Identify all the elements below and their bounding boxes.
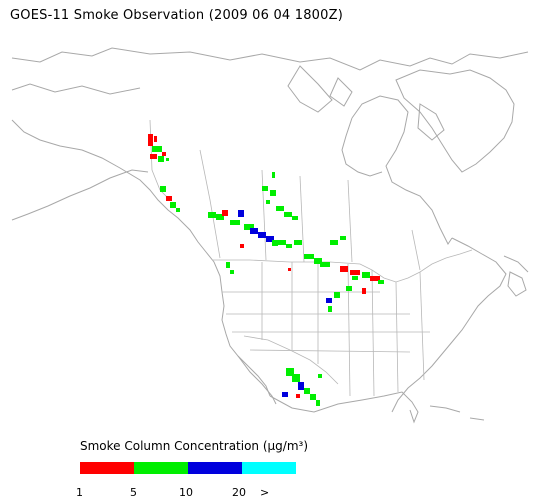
legend-title: Smoke Column Concentration (μg/m³): [80, 439, 308, 453]
legend-tick-10: 10: [179, 486, 193, 499]
legend-tick-max: >: [260, 486, 270, 499]
legend-tick-20: 20: [232, 486, 246, 499]
coastlines: [11, 47, 529, 424]
borders: [149, 119, 473, 397]
legend-tick-1: 1: [76, 486, 83, 499]
legend-bin-4: [242, 462, 296, 474]
legend-tick-5: 5: [130, 486, 137, 499]
smoke-plumes: [148, 134, 384, 406]
legend-color-bar: [80, 462, 296, 474]
legend-bin-2: [134, 462, 188, 474]
legend-bin-3: [188, 462, 242, 474]
map-title: GOES-11 Smoke Observation (2009 06 04 18…: [10, 8, 343, 23]
legend-bin-1: [80, 462, 134, 474]
